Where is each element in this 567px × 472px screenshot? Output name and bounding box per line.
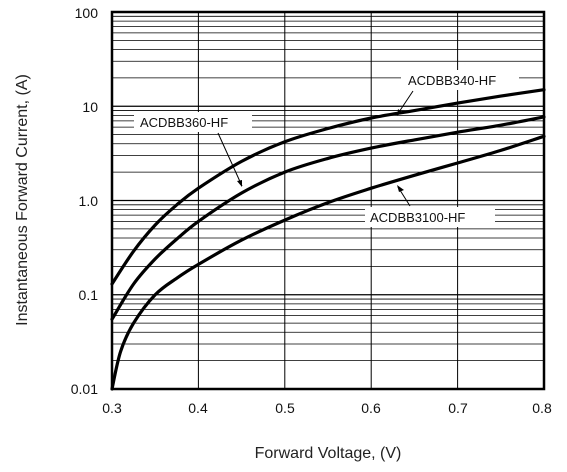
x-tick-label: 0.8	[532, 400, 552, 416]
callout-box	[401, 70, 519, 90]
y-tick-label: 0.01	[71, 381, 98, 397]
y-tick-labels: 0.01 0.1 1.0 10 100	[71, 5, 98, 397]
x-axis-title: Forward Voltage, (V)	[255, 445, 402, 462]
callout-arrowhead	[397, 109, 402, 116]
x-tick-label: 0.6	[361, 400, 381, 416]
x-tick-label: 0.5	[275, 400, 295, 416]
curve-acdbb360-hf	[110, 115, 546, 321]
curve-acdbb340-hf	[110, 88, 546, 286]
callout-leader	[217, 132, 243, 187]
callout-acdbb340-hf: ACDBB340-HF	[396, 70, 519, 116]
callout-acdbb360-hf: ACDBB360-HF	[134, 112, 252, 187]
y-tick-label: 1.0	[79, 193, 99, 209]
series-label-acdbb360-hf: ACDBB360-HF	[140, 115, 228, 130]
callout-box	[134, 112, 252, 132]
callout-box	[365, 207, 495, 227]
x-tick-label: 0.3	[102, 400, 122, 416]
curve-acdbb3100-hf	[110, 134, 546, 391]
plot-frame	[110, 10, 546, 391]
x-tick-label: 0.7	[448, 400, 468, 416]
y-tick-label: 10	[82, 99, 98, 115]
y-tick-label: 0.1	[79, 287, 99, 303]
y-tick-label: 100	[75, 5, 99, 21]
x-tick-label: 0.4	[188, 400, 208, 416]
callout-arrowhead	[237, 180, 242, 187]
x-tick-labels: 0.3 0.4 0.5 0.6 0.7 0.8	[102, 400, 552, 416]
y-axis-title: Instantaneous Forward Current, (A)	[14, 74, 31, 326]
curve-group	[110, 88, 546, 391]
callout-acdbb3100-hf: ACDBB3100-HF	[365, 185, 495, 227]
minor-grid	[112, 15, 544, 362]
series-label-acdbb340-hf: ACDBB340-HF	[408, 73, 496, 88]
series-label-acdbb3100-hf: ACDBB3100-HF	[370, 210, 465, 225]
callout-arrowhead	[397, 185, 404, 192]
